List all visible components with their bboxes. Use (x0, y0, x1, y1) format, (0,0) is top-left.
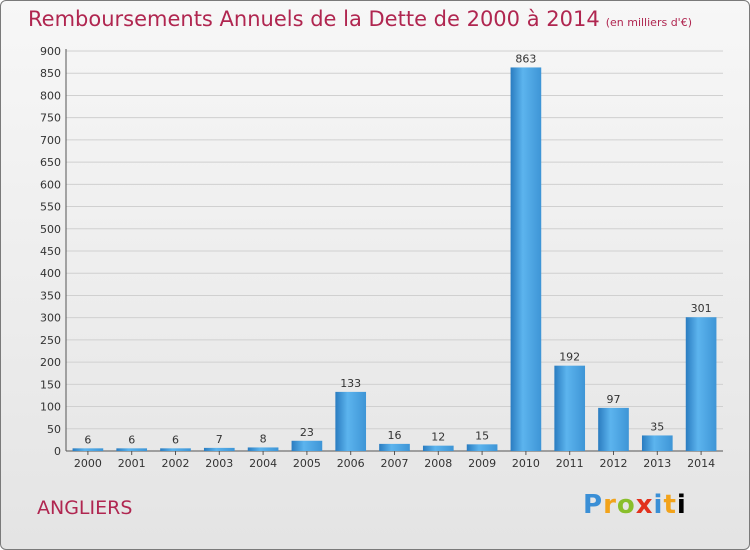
y-tick-label: 650 (40, 156, 61, 169)
bar (466, 444, 498, 451)
y-tick-label: 0 (54, 445, 61, 458)
bar (685, 317, 717, 451)
commune-name: ANGLIERS (37, 497, 133, 519)
y-tick-label: 550 (40, 201, 61, 214)
x-tick-label: 2007 (381, 457, 409, 470)
bar (510, 67, 542, 451)
y-tick-label: 850 (40, 67, 61, 80)
y-tick-label: 150 (40, 378, 61, 391)
bar-layer (72, 67, 717, 451)
bar (598, 407, 629, 451)
x-tick-label: 2014 (687, 457, 715, 470)
grid-layer (66, 50, 723, 452)
y-tick-label: 800 (40, 89, 61, 102)
y-tick-label: 600 (40, 178, 61, 191)
x-tick-label: 2000 (74, 457, 102, 470)
proxiti-logo: Proxiti (583, 490, 687, 520)
data-label: 35 (650, 420, 664, 433)
y-tick-label: 450 (40, 245, 61, 258)
data-label: 6 (84, 433, 91, 446)
y-tick-label: 50 (47, 423, 61, 436)
data-label: 192 (559, 351, 580, 364)
data-label: 23 (300, 426, 314, 439)
y-tick-label: 300 (40, 312, 61, 325)
data-label: 16 (388, 429, 402, 442)
bar (247, 447, 279, 451)
y-tick-label: 700 (40, 134, 61, 147)
data-label: 6 (128, 433, 135, 446)
chart-title-text: Remboursements Annuels de la Dette de 20… (28, 7, 600, 31)
x-tick-label: 2008 (424, 457, 452, 470)
x-tick-label: 2013 (643, 457, 671, 470)
y-tick-label: 750 (40, 112, 61, 125)
y-tick-label: 200 (40, 356, 61, 369)
x-tick-label: 2011 (556, 457, 584, 470)
y-tick-label: 100 (40, 401, 61, 414)
x-tick-label: 2001 (118, 457, 146, 470)
bar (379, 443, 410, 451)
bar (422, 445, 454, 451)
x-tick-label: 2002 (162, 457, 190, 470)
x-tick-label: 2012 (600, 457, 628, 470)
bar (203, 447, 235, 451)
y-tick-label: 900 (40, 45, 61, 58)
data-label: 15 (475, 429, 489, 442)
label-layer: 6 6 6 7 8 23 133 16 12 15 863 192 97 35 301 (84, 52, 711, 446)
data-label: 133 (340, 377, 361, 390)
bar (116, 448, 148, 451)
bar (641, 435, 673, 451)
x-tick-label: 2005 (293, 457, 321, 470)
chart-title: Remboursements Annuels de la Dette de 20… (28, 7, 692, 31)
bar (160, 448, 191, 451)
y-tick-label: 400 (40, 267, 61, 280)
y-tick-label: 250 (40, 334, 61, 347)
bar (335, 391, 367, 451)
bar (72, 448, 104, 451)
bar (554, 365, 586, 451)
x-tick-label: 2006 (337, 457, 365, 470)
data-label: 6 (172, 433, 179, 446)
x-tick-label: 2009 (468, 457, 496, 470)
x-tick-label: 2003 (205, 457, 233, 470)
data-label: 12 (431, 431, 445, 444)
chart-unit-text: (en milliers d'€) (605, 16, 692, 29)
data-label: 97 (607, 393, 621, 406)
y-tick-label: 500 (40, 223, 61, 236)
x-tick-label: 2004 (249, 457, 277, 470)
y-tick-label: 350 (40, 289, 61, 302)
axis-layer: 0 50 100 150 200 250 300 350 400 450 500 550 600 650 7… (40, 45, 723, 470)
data-label: 301 (691, 302, 712, 315)
data-label: 863 (515, 52, 536, 65)
data-label: 8 (260, 432, 267, 445)
bar (291, 440, 323, 451)
data-label: 7 (216, 433, 223, 446)
x-tick-label: 2010 (512, 457, 540, 470)
